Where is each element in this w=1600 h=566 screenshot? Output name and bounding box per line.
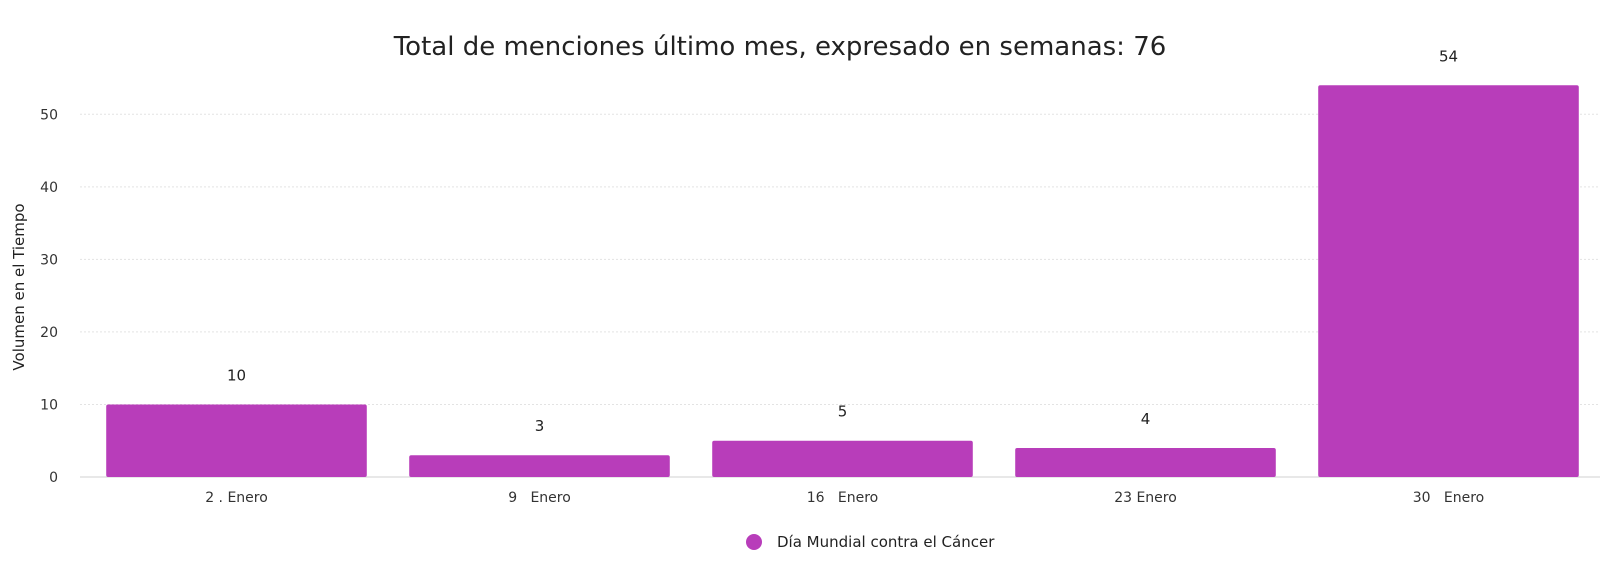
y-tick-label: 0 [49,470,58,486]
legend[interactable]: Día Mundial contra el Cáncer [746,533,995,551]
data-label: 10 [227,366,246,384]
x-tick-label: 2 . Enero [205,490,268,506]
x-tick-label: 23 Enero [1114,490,1177,506]
y-tick-label: 40 [40,180,58,196]
bar[interactable] [409,455,670,477]
y-axis-label: Volumen en el Tiempo [10,203,28,370]
bar[interactable] [1318,85,1579,477]
data-label: 54 [1439,47,1458,65]
bars [106,85,1579,477]
x-tick-label: 30 Enero [1413,490,1485,506]
data-label: 4 [1141,410,1151,428]
bar[interactable] [712,440,973,477]
x-tick-label: 16 Enero [807,490,879,506]
y-axis-ticks: 0 10 20 30 40 50 [40,107,58,486]
x-axis-ticks: 2 . Enero 9 Enero 16 Enero 23 Enero 30 Enero [205,490,1484,506]
x-tick-label: 9 Enero [508,490,571,506]
data-label: 3 [535,417,545,435]
y-tick-label: 30 [40,252,58,268]
bar[interactable] [1015,447,1276,477]
data-label: 5 [838,403,848,421]
y-tick-label: 10 [40,397,58,413]
y-tick-label: 50 [40,107,58,123]
legend-marker [746,534,762,550]
y-tick-label: 20 [40,325,58,341]
bar[interactable] [106,404,367,477]
legend-label: Día Mundial contra el Cáncer [777,533,995,551]
chart-title: Total de menciones último mes, expresado… [393,32,1167,62]
